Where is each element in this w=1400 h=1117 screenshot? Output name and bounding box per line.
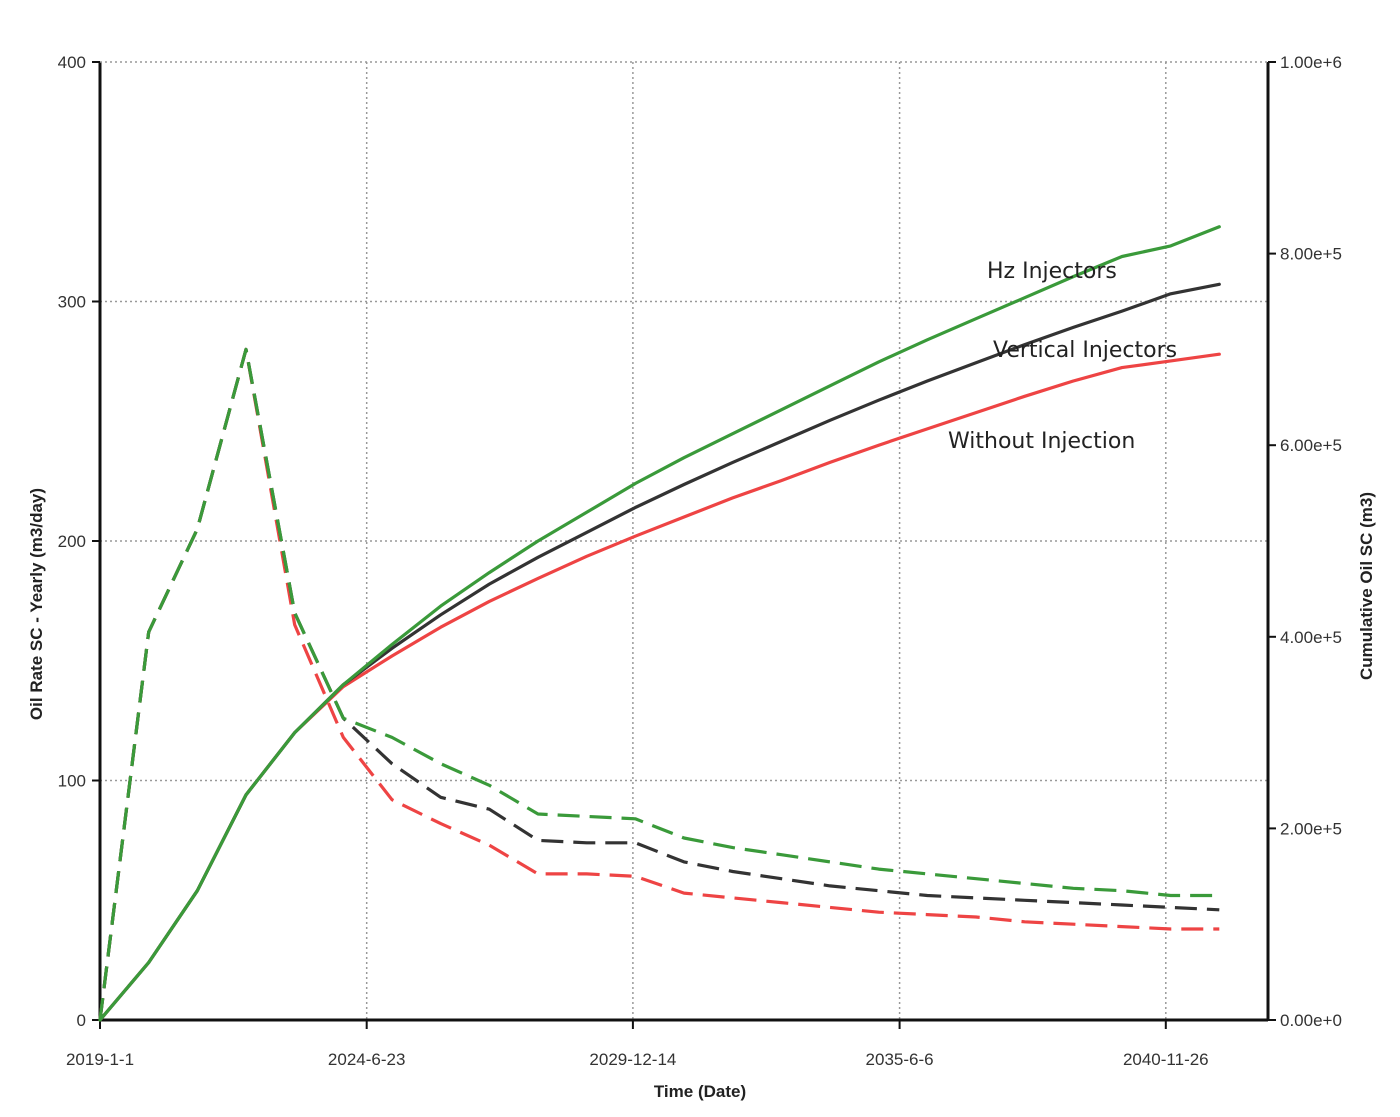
y-left-tick-label: 0: [77, 1011, 86, 1030]
series-cumulative-line: [98, 225, 1221, 1022]
series-rate-line: [98, 347, 1220, 1021]
y-left-tick-label: 400: [58, 53, 86, 72]
series-cumulative-line: [98, 352, 1221, 1022]
x-axis-title: Time (Date): [654, 1082, 746, 1101]
x-tick-label: 2035-6-6: [866, 1050, 934, 1069]
grid-layer: [100, 62, 1268, 1020]
y-left-tick-label: 100: [58, 772, 86, 791]
y-right-tick-label: 2.00e+5: [1280, 819, 1342, 838]
series-cumulative-line: [98, 282, 1221, 1022]
legend-vertical-injectors: Vertical Injectors: [993, 338, 1177, 363]
axes-layer: [92, 61, 1276, 1029]
y-axis-right-title: Cumulative Oil SC (m3): [1357, 492, 1376, 680]
y-right-tick-label: 4.00e+5: [1280, 628, 1342, 647]
y-right-tick-label: 6.00e+5: [1280, 436, 1342, 455]
y-axis-left-title: Oil Rate SC - Yearly (m3/day): [27, 488, 46, 720]
y-right-tick-label: 8.00e+5: [1280, 245, 1342, 264]
series-layer: [98, 225, 1221, 1022]
y-right-tick-label: 1.00e+6: [1280, 53, 1342, 72]
x-tick-label: 2040-11-26: [1123, 1050, 1209, 1069]
y-left-tick-label: 300: [58, 293, 86, 312]
y-right-tick-label: 0.00e+0: [1280, 1011, 1342, 1030]
labels-layer: 2019-1-1 2024-6-23 2029-12-14 2035-6-6 2040-…: [58, 53, 1342, 1069]
y-left-tick-label: 200: [58, 532, 86, 551]
x-tick-label: 2019-1-1: [66, 1050, 134, 1069]
x-tick-label: 2024-6-23: [328, 1050, 406, 1069]
series-rate-line: [98, 347, 1220, 1021]
x-tick-label: 2029-12-14: [589, 1050, 676, 1069]
legend-hz-injectors: Hz Injectors: [987, 259, 1117, 284]
legend-without-injection: Without Injection: [948, 429, 1135, 454]
